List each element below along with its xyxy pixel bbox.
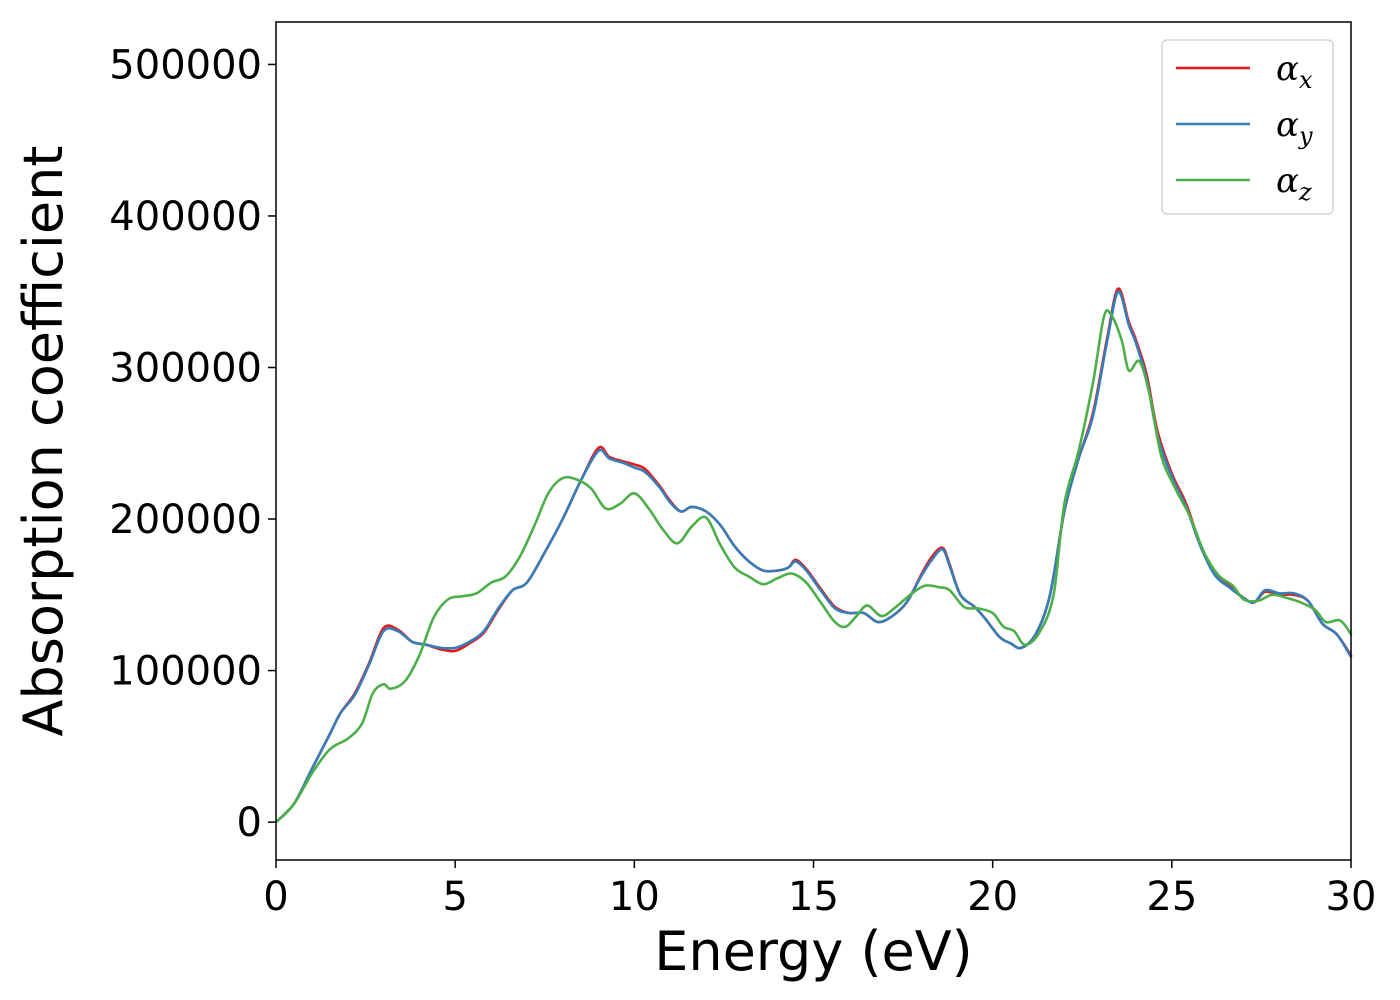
legend-entry-y: αy — [1276, 105, 1313, 150]
x-axis: 0 5 10 15 20 25 30 — [263, 860, 1376, 920]
y-axis: 0 100000 200000 300000 400000 500000 — [109, 42, 276, 846]
x-tick-label: 20 — [967, 874, 1018, 920]
legend-entry-z: αz — [1276, 161, 1312, 206]
series-line-z — [274, 308, 1353, 824]
legend-entry-x: αx — [1276, 49, 1313, 94]
y-tick-label: 400000 — [109, 194, 262, 240]
series-line-x — [274, 287, 1353, 824]
x-tick-label: 25 — [1146, 874, 1197, 920]
y-tick-label: 500000 — [109, 42, 262, 88]
y-tick-label: 100000 — [109, 649, 262, 695]
y-axis-title: Absorption coefficient — [12, 146, 75, 737]
legend-box — [1161, 39, 1334, 215]
series-lines — [274, 287, 1353, 824]
x-tick-label: 15 — [788, 874, 839, 920]
x-tick-label: 0 — [263, 874, 288, 920]
x-tick-label: 30 — [1326, 874, 1377, 920]
y-tick-label: 0 — [237, 800, 262, 846]
x-axis-title: Energy (eV) — [654, 920, 973, 983]
y-tick-label: 300000 — [109, 346, 262, 392]
x-tick-label: 10 — [609, 874, 660, 920]
legend: αx αy αz — [1161, 39, 1334, 215]
y-tick-label: 200000 — [109, 497, 262, 543]
x-tick-label: 5 — [442, 874, 467, 920]
series-line-y — [274, 290, 1353, 824]
